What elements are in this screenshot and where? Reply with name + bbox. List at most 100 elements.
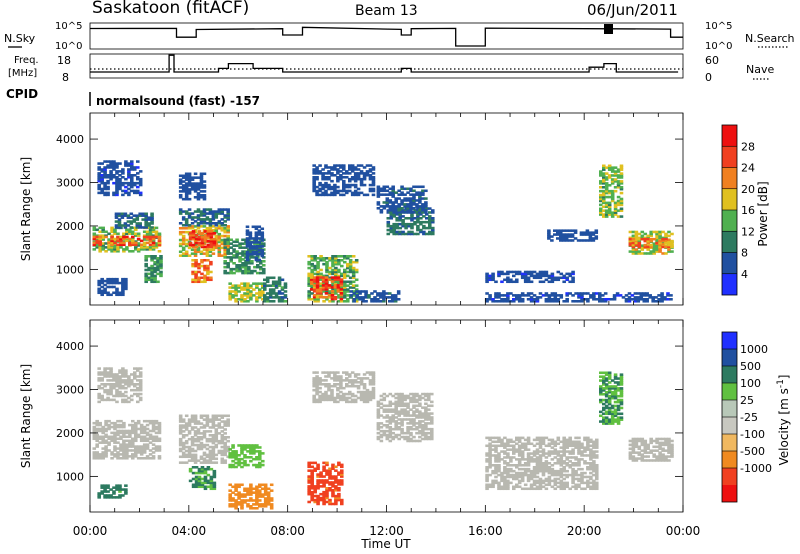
heatmap-cell [138,181,143,185]
heatmap-cell [144,272,148,276]
heatmap-cell [394,435,398,439]
heatmap-cell [232,262,236,265]
heatmap-cell [643,245,648,249]
heatmap-cell [346,298,350,301]
heatmap-cell [214,244,219,248]
heatmap-cell [520,276,525,280]
heatmap-cell [193,457,198,461]
heatmap-cell [325,492,329,496]
heatmap-cell [616,209,621,212]
heatmap-cell [128,241,132,245]
heatmap-cell [121,394,125,398]
heatmap-cell [553,276,558,280]
heatmap-cell [403,187,407,191]
heatmap-cell [263,296,267,299]
heatmap-cell [517,300,522,303]
heatmap-cell [307,266,311,270]
heatmap-cell [194,274,198,278]
heatmap-cell [98,427,102,431]
heatmap-cell [159,274,163,278]
heatmap-cell [506,448,510,451]
heatmap-cell [181,176,186,179]
heatmap-cell [226,436,230,439]
heatmap-cell [109,384,113,388]
heatmap-cell [547,233,551,236]
heatmap-cell [139,239,144,243]
heatmap-cell [190,441,195,445]
heatmap-cell [321,379,325,382]
heatmap-cell [194,466,199,469]
heatmap-cell [116,433,120,437]
heatmap-cell [393,298,398,301]
heatmap-cell [395,211,399,214]
heatmap-cell [385,203,390,206]
heatmap-cell [599,170,603,173]
heatmap-cell [532,469,537,473]
heatmap-cell [500,280,504,284]
heatmap-cell [503,479,507,483]
heatmap-cell [406,418,410,421]
heatmap-cell [142,419,147,423]
heatmap-cell [631,252,636,255]
heatmap-cell [255,489,259,492]
heatmap-cell [95,455,99,458]
heatmap-cell [97,185,101,189]
heatmap-cell [178,443,183,447]
heatmap-cell [184,453,189,457]
heatmap-cell [151,447,156,450]
heatmap-cell [382,298,386,301]
heatmap-cell [237,497,241,500]
heatmap-cell [670,243,674,247]
heatmap-cell [223,254,227,257]
heatmap-cell [325,487,329,490]
heatmap-cell [133,174,137,177]
heatmap-cell [422,226,426,230]
heatmap-cell [331,270,335,274]
heatmap-cell [316,257,320,260]
heatmap-cell [346,266,350,270]
heatmap-cell [400,203,404,206]
heatmap-cell [220,210,225,213]
heatmap-cell [250,256,254,259]
heatmap-cell [337,259,341,262]
heatmap-cell [148,437,153,441]
heatmap-cell [313,257,317,260]
heatmap-cell [246,294,250,297]
heatmap-cell [610,182,615,185]
heatmap-cell [336,392,340,396]
heatmap-cell [310,487,314,490]
heatmap-cell [122,421,126,425]
heatmap-cell [229,271,233,275]
heatmap-cell [624,300,629,303]
heatmap-cell [235,264,239,267]
heatmap-cell [283,286,288,289]
heatmap-cell [106,193,110,197]
heatmap-cell [92,232,97,236]
heatmap-cell [488,483,492,487]
heatmap-cell [245,252,250,256]
heatmap-cell [379,294,383,297]
colorbar-swatch [722,231,737,253]
heatmap-cell [394,201,398,204]
heatmap-cell [217,222,222,225]
heatmap-cell [523,467,528,471]
heatmap-cell [131,230,135,234]
heatmap-cell [371,181,376,185]
heatmap-cell [245,254,250,258]
heatmap-cell [427,392,431,396]
heatmap-cell [368,379,373,382]
heatmap-cell [395,230,399,234]
heatmap-cell [231,485,235,489]
heatmap-cell [610,174,615,177]
heatmap-cell [544,298,549,301]
heatmap-cell [307,461,311,465]
heatmap-cell [257,258,262,262]
heatmap-cell [553,292,558,295]
heatmap-cell [153,255,157,258]
heatmap-cell [664,236,668,240]
heatmap-cell [312,168,316,171]
heatmap-cell [157,439,162,443]
heatmap-cell [373,298,377,301]
heatmap-cell [206,239,211,243]
heatmap-cell [334,282,338,285]
